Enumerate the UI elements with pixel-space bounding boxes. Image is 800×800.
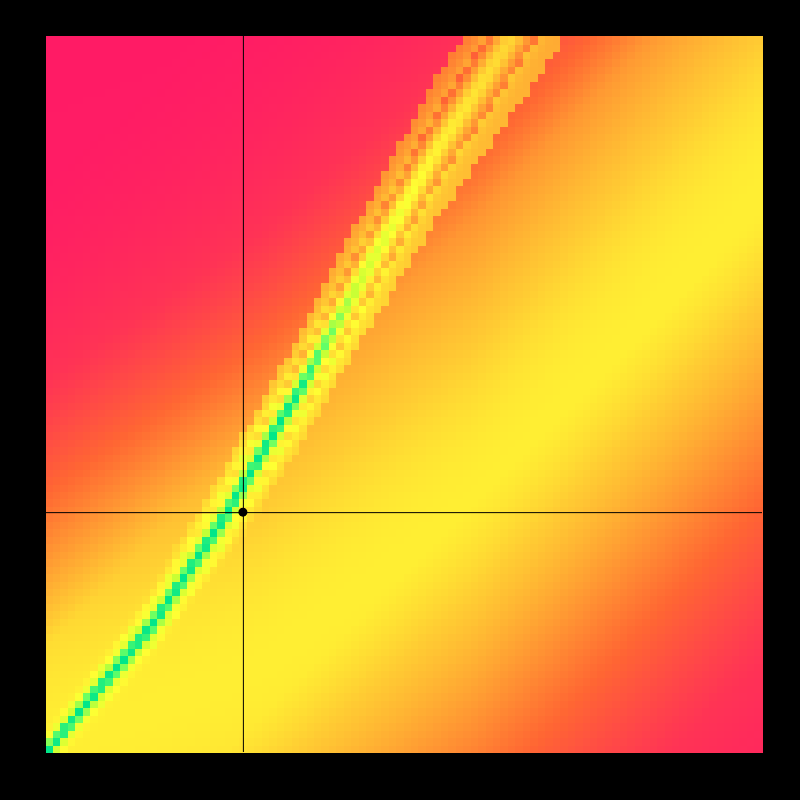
chart-container: TheBottleneck.com <box>0 0 800 800</box>
heatmap-canvas <box>0 0 800 800</box>
